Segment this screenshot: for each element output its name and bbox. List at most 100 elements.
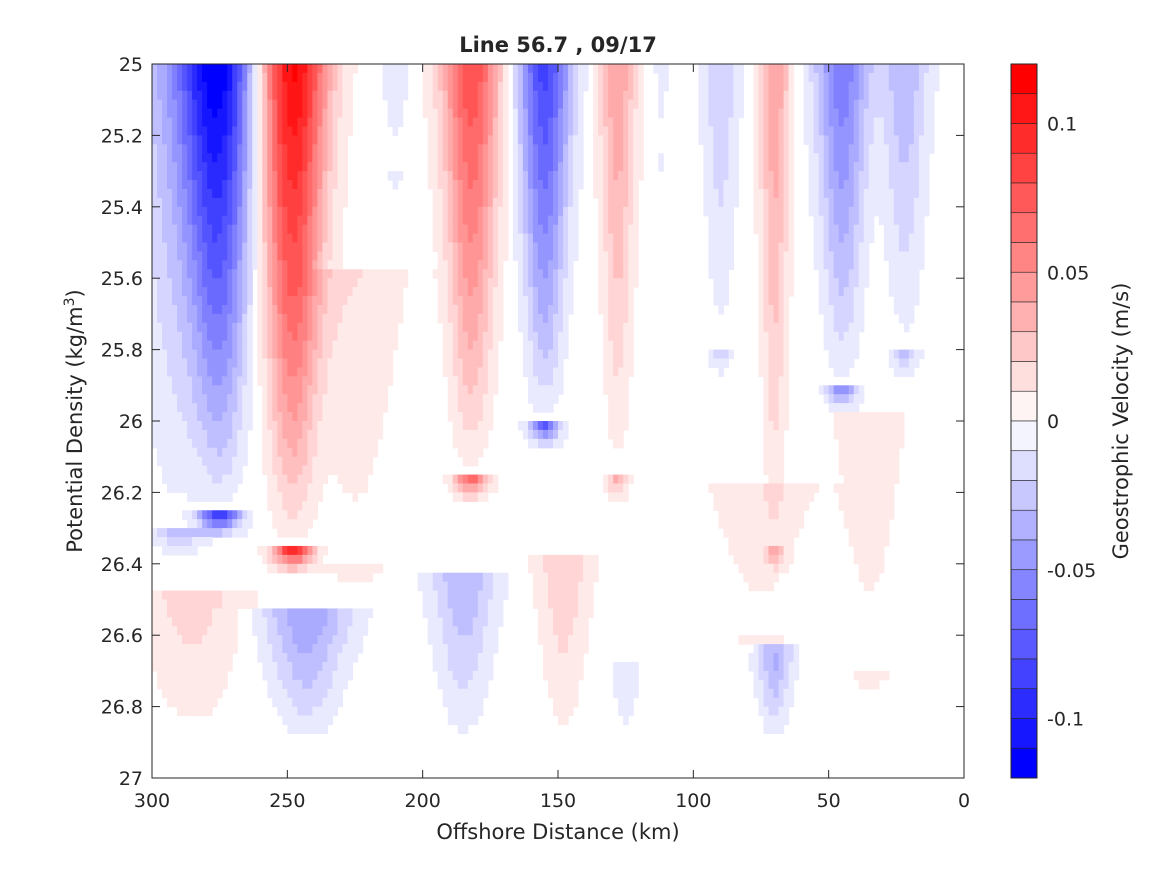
velocity-cell bbox=[312, 188, 319, 199]
velocity-cell bbox=[773, 340, 780, 351]
velocity-cell bbox=[803, 81, 810, 92]
velocity-cell bbox=[492, 242, 499, 253]
velocity-cell bbox=[242, 429, 248, 440]
velocity-cell bbox=[182, 162, 188, 172]
velocity-cell bbox=[237, 349, 243, 360]
velocity-cell bbox=[337, 474, 344, 485]
velocity-cell bbox=[552, 269, 559, 279]
velocity-cell bbox=[307, 117, 313, 128]
velocity-cell bbox=[467, 412, 474, 422]
velocity-cell bbox=[217, 385, 223, 395]
velocity-cell bbox=[267, 412, 273, 422]
velocity-cell bbox=[768, 153, 775, 163]
velocity-cell bbox=[207, 206, 213, 217]
velocity-cell bbox=[903, 171, 910, 181]
velocity-cell bbox=[332, 90, 339, 101]
velocity-cell bbox=[813, 153, 820, 163]
velocity-cell bbox=[472, 153, 479, 163]
velocity-cell bbox=[552, 126, 559, 136]
velocity-cell bbox=[337, 144, 344, 154]
velocity-cell bbox=[222, 447, 228, 458]
velocity-cell bbox=[172, 206, 178, 217]
velocity-cell bbox=[177, 447, 183, 458]
velocity-cell bbox=[517, 108, 524, 119]
velocity-cell bbox=[838, 287, 845, 297]
velocity-cell bbox=[187, 126, 193, 136]
velocity-cell bbox=[547, 278, 554, 288]
velocity-cell bbox=[537, 260, 544, 270]
velocity-cell bbox=[708, 215, 714, 226]
velocity-cell bbox=[212, 117, 218, 128]
velocity-cell bbox=[613, 197, 619, 208]
velocity-cell bbox=[207, 90, 213, 101]
velocity-cell bbox=[352, 394, 359, 404]
velocity-cell bbox=[187, 340, 193, 351]
velocity-cell bbox=[352, 367, 359, 377]
velocity-cell bbox=[277, 72, 283, 83]
velocity-cell bbox=[297, 367, 303, 377]
velocity-cell bbox=[698, 81, 704, 92]
velocity-cell bbox=[853, 456, 860, 467]
velocity-cell bbox=[618, 394, 624, 404]
velocity-cell bbox=[362, 376, 369, 386]
velocity-cell bbox=[868, 465, 875, 476]
velocity-cell bbox=[312, 465, 319, 476]
velocity-cell bbox=[878, 438, 885, 449]
velocity-cell bbox=[497, 188, 504, 199]
velocity-cell bbox=[908, 171, 915, 181]
velocity-cell bbox=[197, 340, 203, 351]
velocity-cell bbox=[763, 64, 770, 74]
velocity-cell bbox=[177, 429, 183, 440]
velocity-cell bbox=[893, 429, 900, 440]
velocity-cell bbox=[928, 72, 935, 83]
velocity-cell bbox=[773, 117, 780, 128]
velocity-cell bbox=[603, 242, 609, 253]
velocity-cell bbox=[537, 367, 544, 377]
velocity-cell bbox=[527, 153, 534, 163]
velocity-cell bbox=[337, 349, 344, 360]
velocity-cell bbox=[833, 340, 840, 351]
velocity-cell bbox=[252, 215, 258, 226]
velocity-cell bbox=[457, 447, 464, 458]
velocity-cell bbox=[628, 90, 634, 101]
velocity-cell bbox=[272, 81, 278, 92]
velocity-cell bbox=[848, 188, 855, 199]
velocity-cell bbox=[207, 456, 213, 467]
velocity-cell bbox=[487, 296, 494, 306]
velocity-cell bbox=[858, 197, 865, 208]
velocity-cell bbox=[613, 144, 619, 154]
velocity-cell bbox=[307, 260, 313, 270]
velocity-cell bbox=[337, 242, 344, 253]
velocity-cell bbox=[883, 180, 890, 190]
velocity-cell bbox=[773, 215, 780, 226]
velocity-cell bbox=[452, 269, 459, 279]
velocity-cell bbox=[227, 438, 233, 449]
velocity-cell bbox=[502, 117, 509, 128]
velocity-cell bbox=[713, 153, 719, 163]
velocity-cell bbox=[452, 438, 459, 449]
velocity-cell bbox=[202, 269, 208, 279]
velocity-cell bbox=[477, 322, 484, 333]
velocity-cell bbox=[332, 447, 339, 458]
velocity-cell bbox=[758, 72, 765, 83]
velocity-cell bbox=[217, 287, 223, 297]
velocity-cell bbox=[427, 99, 434, 110]
velocity-cell bbox=[778, 376, 785, 386]
velocity-cell bbox=[833, 197, 840, 208]
velocity-cell bbox=[287, 403, 293, 413]
velocity-cell bbox=[322, 117, 329, 128]
velocity-cell bbox=[547, 394, 554, 404]
velocity-cell bbox=[477, 447, 484, 458]
velocity-cell bbox=[427, 64, 434, 74]
velocity-cell bbox=[522, 233, 529, 244]
velocity-cell bbox=[613, 358, 619, 369]
velocity-cell bbox=[603, 162, 609, 172]
velocity-cell bbox=[447, 135, 454, 145]
velocity-cell bbox=[482, 108, 489, 119]
velocity-cell bbox=[152, 421, 158, 431]
velocity-cell bbox=[312, 385, 319, 395]
velocity-cell bbox=[552, 438, 559, 449]
velocity-cell bbox=[748, 483, 755, 493]
velocity-cell bbox=[833, 188, 840, 199]
velocity-cell bbox=[848, 403, 855, 413]
